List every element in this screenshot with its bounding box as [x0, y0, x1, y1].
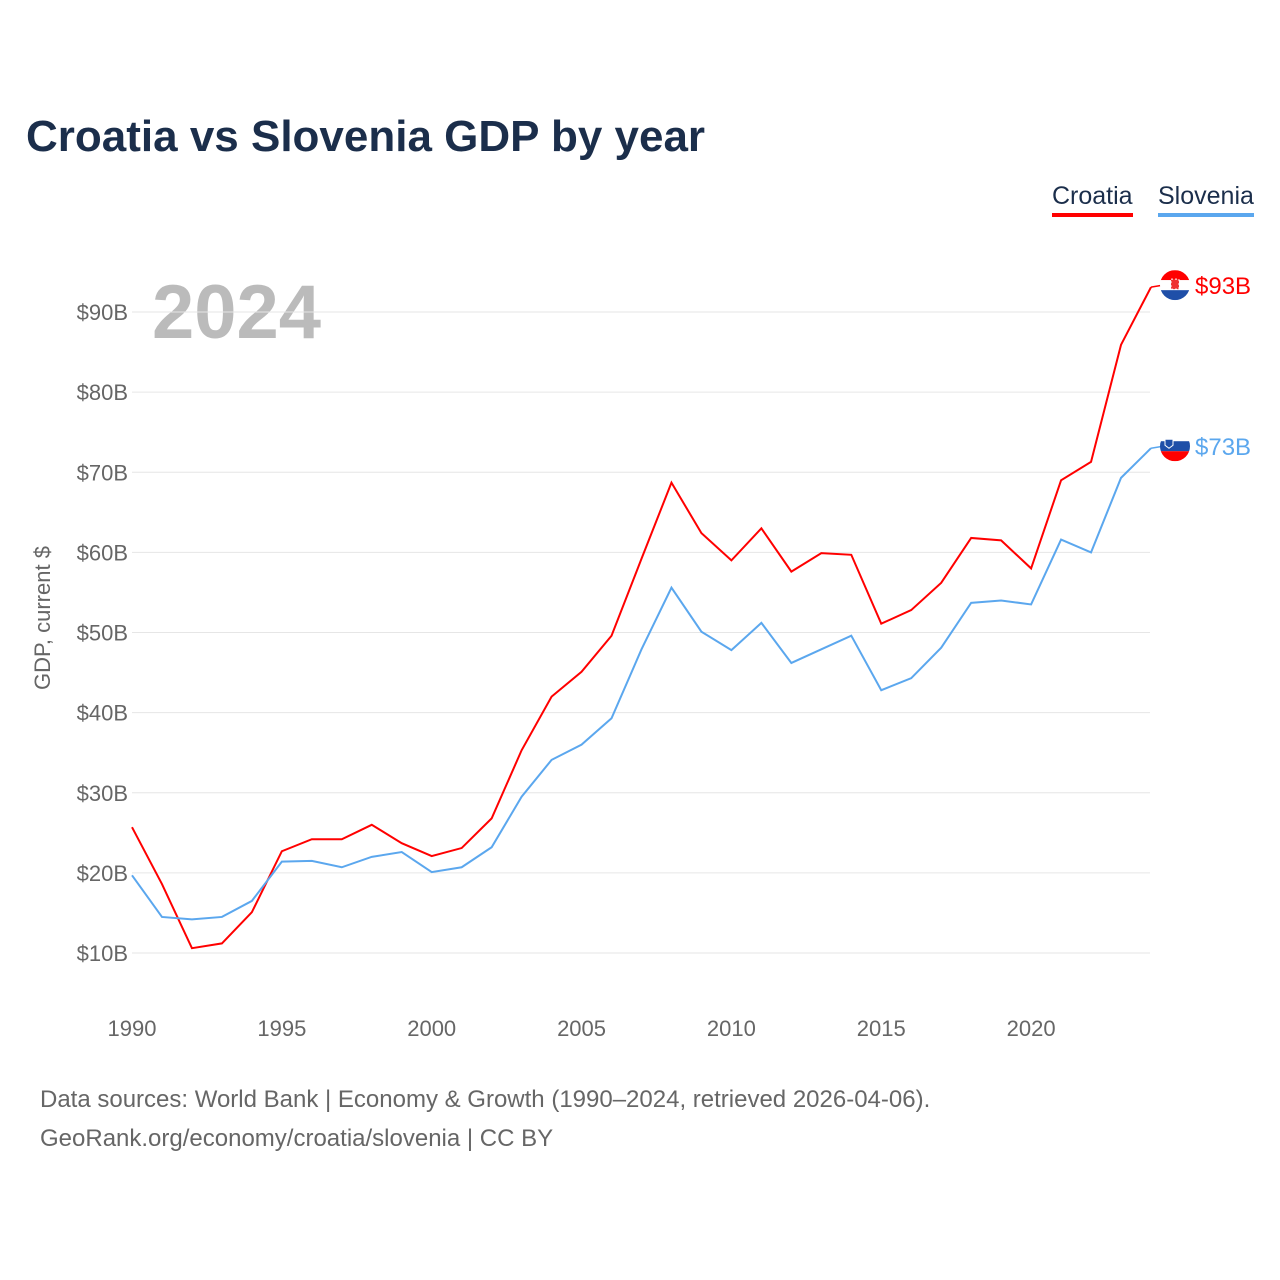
data-point: [580, 670, 584, 674]
data-point: [969, 601, 973, 605]
data-point: [280, 860, 284, 864]
y-axis-label: GDP, current $: [30, 546, 55, 690]
data-point: [340, 865, 344, 869]
data-point: [490, 816, 494, 820]
data-point: [999, 598, 1003, 602]
data-point: [340, 837, 344, 841]
y-tick-label: $40B: [77, 701, 128, 726]
end-value-label: $93B: [1195, 273, 1251, 300]
end-value-label: $73B: [1195, 434, 1251, 461]
y-tick-label: $70B: [77, 460, 128, 485]
data-point: [849, 553, 853, 557]
data-point: [490, 845, 494, 849]
data-point: [639, 647, 643, 651]
x-tick-label: 2020: [1007, 1016, 1056, 1041]
data-point: [550, 695, 554, 699]
data-point: [909, 608, 913, 612]
data-point: [939, 581, 943, 585]
data-point: [220, 941, 224, 945]
data-point: [939, 646, 943, 650]
series-line-croatia: [131, 286, 1152, 950]
data-point: [430, 870, 434, 874]
data-point: [130, 825, 134, 829]
source-line-2: GeoRank.org/economy/croatia/slovenia | C…: [40, 1125, 554, 1152]
data-point: [879, 688, 883, 692]
data-point: [520, 748, 524, 752]
data-point: [550, 758, 554, 762]
data-point: [1089, 550, 1093, 554]
data-point: [699, 531, 703, 535]
data-point: [220, 915, 224, 919]
data-point: [370, 823, 374, 827]
data-point: [999, 538, 1003, 542]
data-point: [190, 946, 194, 950]
data-point: [610, 716, 614, 720]
chart-title: Croatia vs Slovenia GDP by year: [26, 112, 706, 161]
data-point: [460, 846, 464, 850]
data-point: [1089, 460, 1093, 464]
x-tick-label: 2005: [557, 1016, 606, 1041]
x-tick-label: 2000: [407, 1016, 456, 1041]
x-tick-label: 2015: [857, 1016, 906, 1041]
data-point: [729, 648, 733, 652]
series-line-slovenia: [131, 447, 1152, 921]
data-point: [310, 837, 314, 841]
data-point: [969, 536, 973, 540]
data-point: [789, 570, 793, 574]
data-point: [819, 551, 823, 555]
data-point: [819, 647, 823, 651]
data-point: [130, 873, 134, 877]
data-point: [160, 915, 164, 919]
y-tick-label: $30B: [77, 781, 128, 806]
data-point: [280, 849, 284, 853]
data-point: [759, 526, 763, 530]
y-tick-label: $60B: [77, 540, 128, 565]
x-tick-label: 1990: [108, 1016, 157, 1041]
data-point: [190, 917, 194, 921]
data-point: [729, 558, 733, 562]
x-tick-label: 2010: [707, 1016, 756, 1041]
data-point: [1029, 602, 1033, 606]
line-chart: 2024 GDP, current $ $10B$20B$30B$40B$50B…: [30, 270, 1251, 1041]
data-point: [789, 661, 793, 665]
legend-croatia[interactable]: Croatia: [1052, 182, 1133, 217]
data-point: [580, 743, 584, 747]
y-tick-label: $50B: [77, 621, 128, 646]
data-point: [699, 630, 703, 634]
data-point: [669, 586, 673, 590]
slovenia-flag-icon: [1160, 431, 1190, 462]
data-point: [610, 634, 614, 638]
y-tick-label: $90B: [77, 300, 128, 325]
data-point: [400, 850, 404, 854]
data-point: [1029, 566, 1033, 570]
source-line-1: Data sources: World Bank | Economy & Gro…: [40, 1086, 931, 1113]
data-point: [1059, 538, 1063, 542]
y-tick-label: $10B: [77, 941, 128, 966]
data-point: [310, 859, 314, 863]
y-tick-label: $20B: [77, 861, 128, 886]
data-point: [1119, 476, 1123, 480]
data-point: [400, 841, 404, 845]
y-tick-label: $80B: [77, 380, 128, 405]
data-point: [430, 854, 434, 858]
data-point: [250, 910, 254, 914]
data-point: [370, 855, 374, 859]
data-point: [639, 557, 643, 561]
data-point: [849, 634, 853, 638]
data-point: [250, 899, 254, 903]
data-point: [160, 882, 164, 886]
croatia-flag-icon: [1160, 270, 1190, 301]
data-point: [759, 621, 763, 625]
legend-slovenia[interactable]: Slovenia: [1158, 182, 1254, 217]
data-point: [1059, 478, 1063, 482]
x-tick-label: 1995: [257, 1016, 306, 1041]
data-point: [669, 481, 673, 485]
data-point: [520, 795, 524, 799]
data-point: [460, 865, 464, 869]
data-point: [879, 622, 883, 626]
data-point: [1119, 343, 1123, 347]
data-point: [909, 676, 913, 680]
